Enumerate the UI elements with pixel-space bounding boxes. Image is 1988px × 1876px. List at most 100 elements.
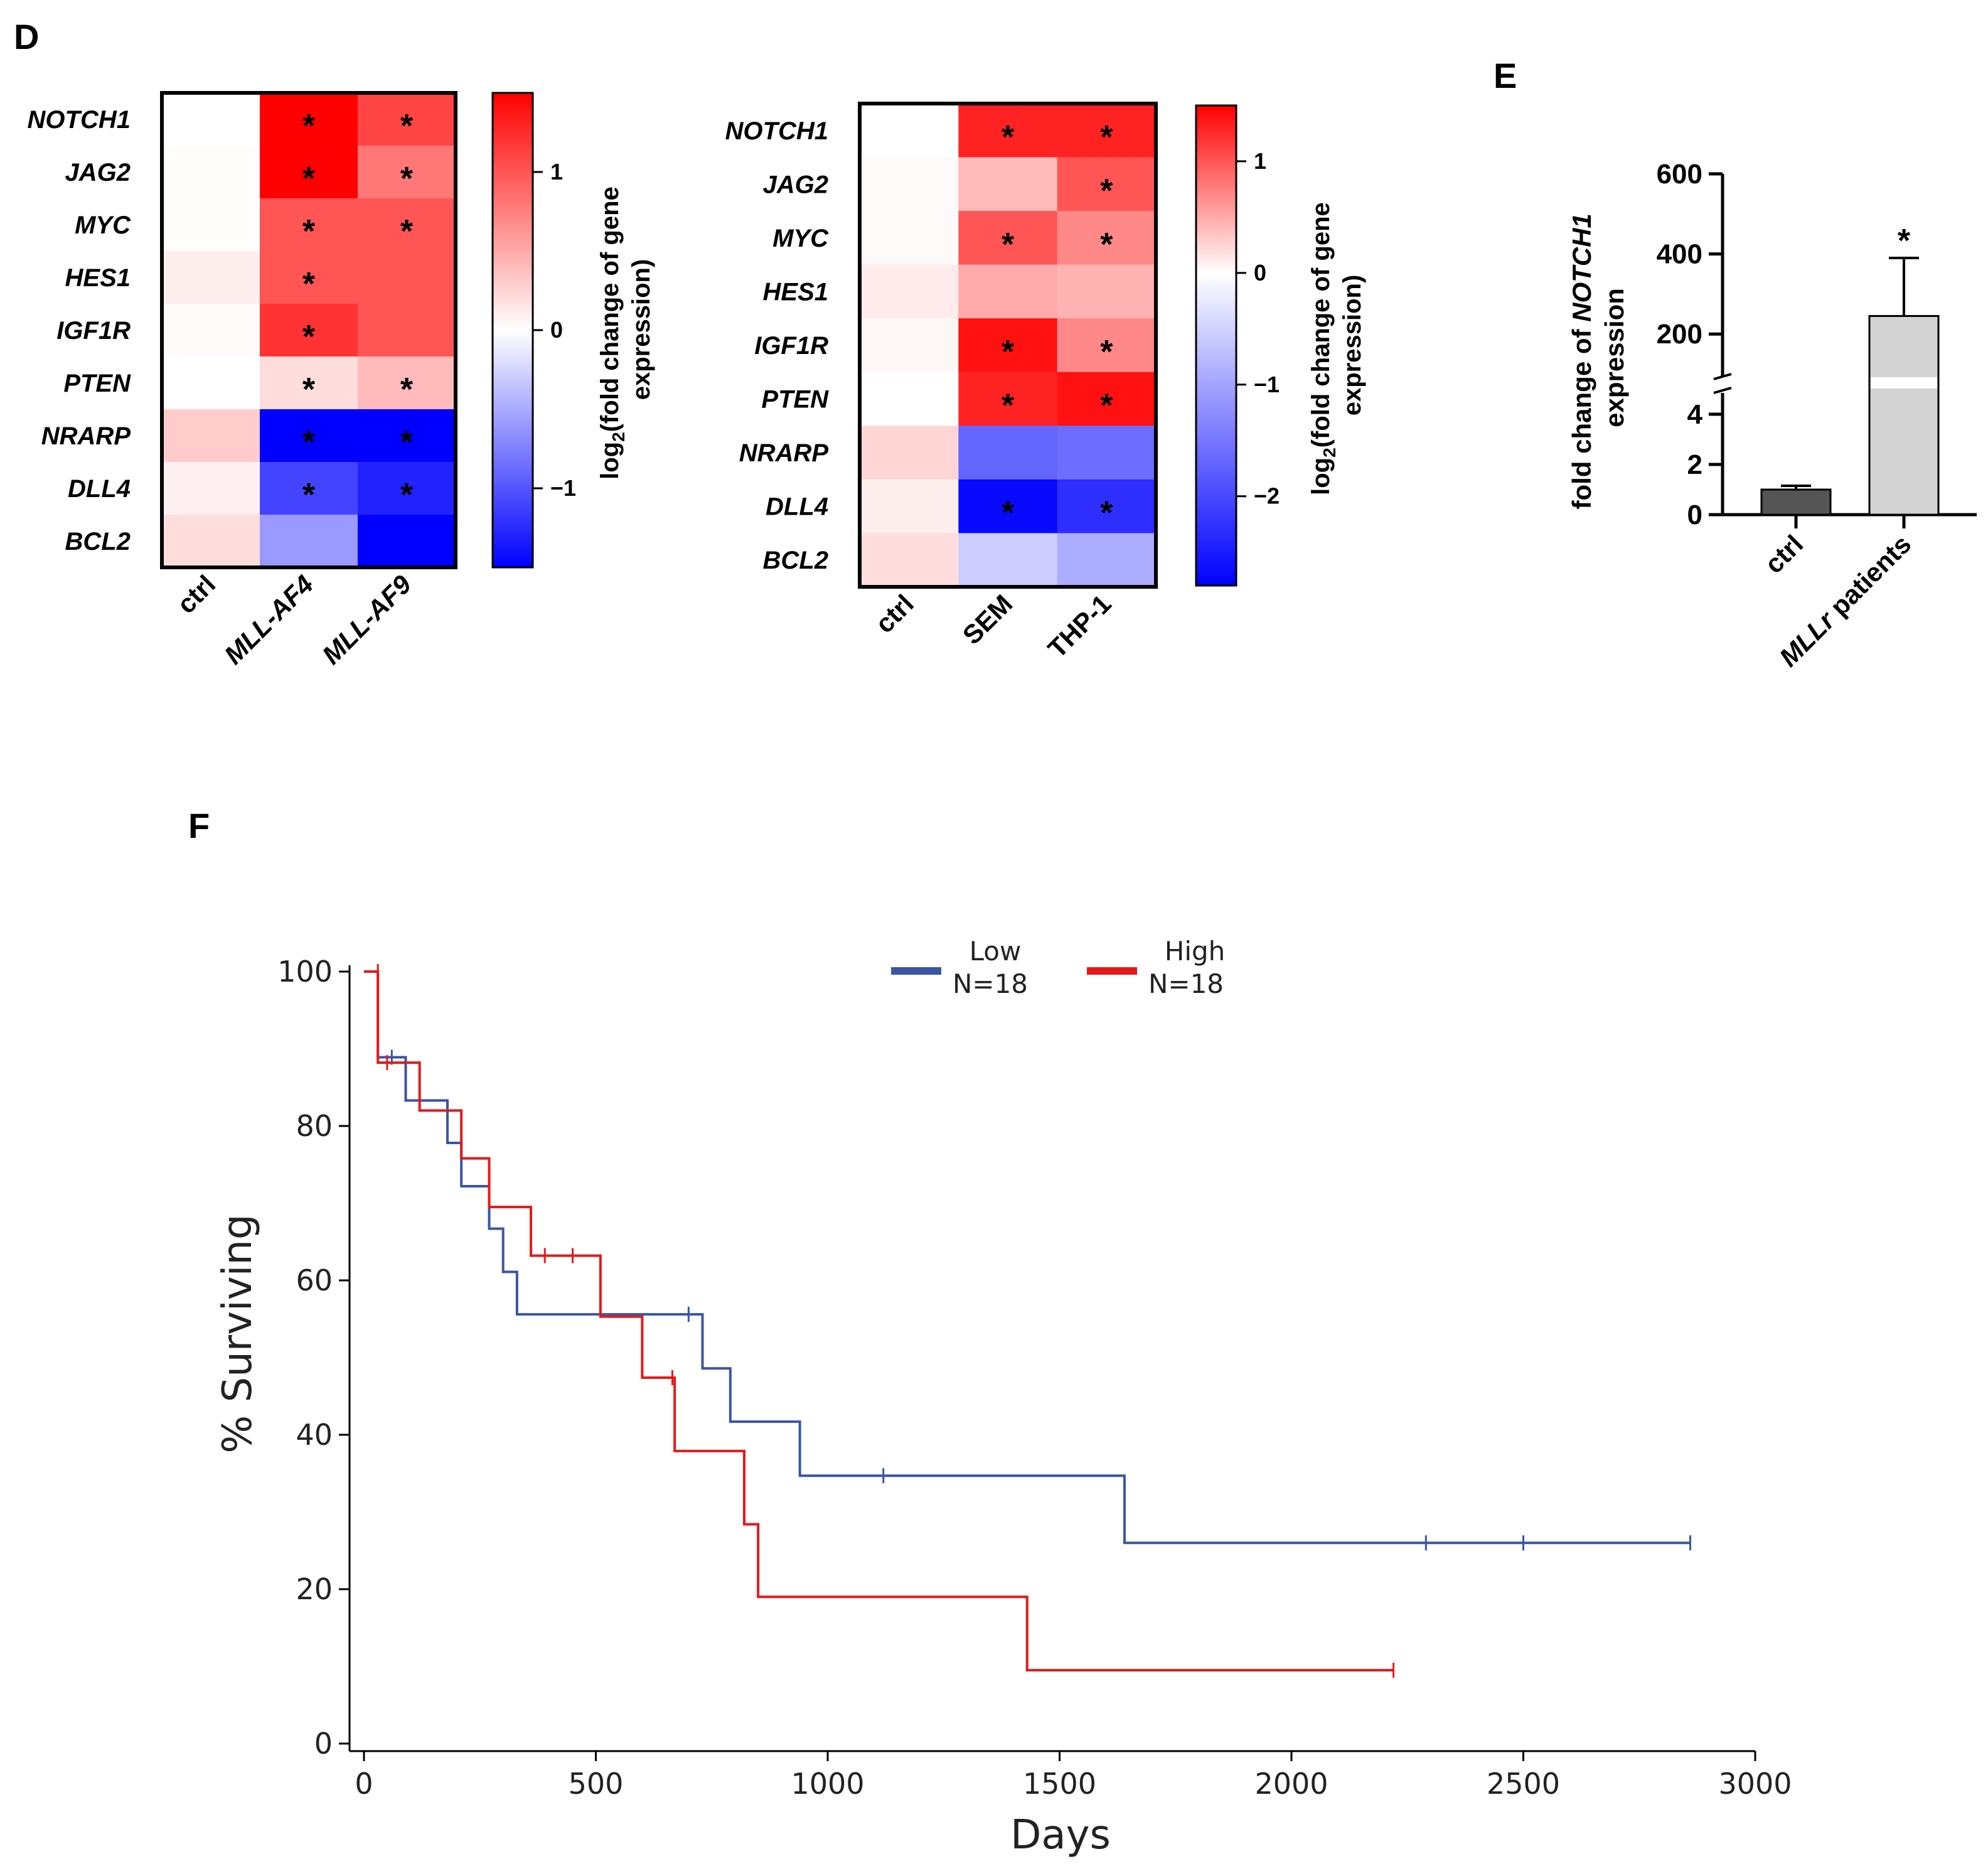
km-x-tick-label: 500: [569, 1767, 624, 1801]
heatmap-cell: [358, 146, 456, 199]
significance-star: *: [400, 372, 414, 408]
row-label: IGF1R: [56, 317, 131, 345]
heatmap-cell: [958, 426, 1058, 480]
survival-xlabel: Days: [1010, 1812, 1111, 1858]
heatmap-cell: [1057, 426, 1157, 480]
significance-star: *: [1002, 119, 1015, 156]
heatmap-cell: [358, 409, 456, 463]
heatmap-cell: [162, 198, 260, 252]
heatmap-2: * * * * * * * * * * * NOTCH1 JAG2 MYC HES1 IGF1R PTEN NR…: [725, 102, 1366, 663]
survival-ylabel: % Surviving: [215, 1214, 261, 1453]
significance-star: *: [400, 477, 414, 513]
colorbar-1-ticks: 1 0 −1: [533, 159, 576, 501]
legend-swatch-high: [1087, 967, 1137, 975]
heatmap-cell: [260, 515, 358, 568]
km-y-tick-label: 0: [314, 1727, 333, 1761]
km-y-tick-label: 100: [277, 955, 333, 989]
significance-star: *: [400, 213, 414, 250]
significance-star: *: [1100, 388, 1113, 424]
y-tick-label: 400: [1657, 239, 1702, 270]
significance-star: *: [302, 424, 316, 461]
significance-star: *: [1100, 227, 1113, 263]
heatmap-cell: [860, 211, 959, 265]
colorbar-1-label: log2(fold change of gene expression): [596, 180, 655, 480]
row-label: NRARP: [739, 439, 829, 467]
colorbar-tick-label: 0: [1254, 260, 1266, 286]
row-label: MYC: [75, 212, 131, 239]
category-label-text: patients: [1819, 529, 1916, 626]
heatmap-cell: [860, 372, 959, 426]
heatmap-2-cells: * * * * * * * * * * *: [860, 104, 1157, 587]
colorbar-tick-label: −1: [550, 475, 576, 501]
legend-high-n: N=18: [1148, 968, 1224, 999]
km-x-tick-label: 1000: [791, 1767, 864, 1801]
heatmap-cell: [162, 409, 260, 463]
colorbar-1: [491, 92, 534, 569]
survival-chart-f-lines: [364, 964, 1692, 1678]
category-label-text: ctrl: [1759, 529, 1809, 579]
significance-star: *: [1100, 334, 1113, 370]
heatmap-1: * * * * * * * * * * * * * * NOTCH1 JAG2 MYC HES1 IGF1R PTE…: [28, 91, 655, 670]
row-label: DLL4: [68, 475, 131, 503]
colorbar-tick-label: 1: [550, 159, 563, 185]
heatmap-cell: [162, 356, 260, 410]
heatmap-cell: [958, 372, 1058, 426]
significance-star: *: [400, 161, 414, 197]
km-y-tick-label: 20: [296, 1572, 333, 1606]
row-label: PTEN: [63, 370, 131, 397]
km-x-tick-label: 0: [355, 1767, 373, 1801]
significance-star: *: [302, 213, 316, 250]
column-label: MLL-AF9: [316, 569, 417, 670]
heatmap-cell: [260, 251, 358, 304]
bar-break-band: [1871, 377, 1937, 389]
heatmap-cell: [860, 104, 959, 158]
heatmap-cell: [1057, 479, 1157, 533]
heatmap-2-frame: [858, 102, 1158, 589]
heatmap-cell: [860, 318, 959, 373]
y-tick-label: 200: [1657, 319, 1702, 350]
row-label: IGF1R: [754, 332, 828, 360]
bar: [1760, 488, 1832, 516]
y-tick-label: 2: [1687, 449, 1702, 480]
heatmap-cell: [260, 356, 358, 410]
km-x-tick-label: 3000: [1718, 1767, 1792, 1801]
survival-legend: Low N=18 High N=18: [891, 936, 1225, 999]
colorbar-2: [1195, 104, 1237, 587]
legend-swatch-low: [891, 967, 941, 975]
column-label: ctrl: [870, 589, 919, 638]
significance-star: *: [400, 108, 414, 144]
row-label: HES1: [65, 264, 131, 292]
column-label: MLL-AF4: [218, 569, 319, 670]
row-label: NOTCH1: [28, 106, 131, 134]
significance-star: *: [302, 161, 316, 197]
heatmap-cell: [860, 157, 959, 212]
y-tick-label: 4: [1687, 399, 1703, 430]
colorbar-tick-label: 0: [550, 317, 563, 343]
heatmap-cell: [1057, 157, 1157, 212]
heatmap-cell: [260, 304, 358, 357]
colorbar-2-label: log2(fold change of gene expression): [1307, 195, 1366, 495]
colorbar-tick-label: −1: [1254, 372, 1280, 397]
significance-star: *: [302, 477, 316, 513]
heatmap-cell: [358, 198, 456, 252]
heatmap-cell: [260, 462, 358, 515]
row-label: MYC: [772, 225, 829, 252]
row-label: BCL2: [763, 547, 828, 574]
row-label: JAG2: [65, 159, 131, 186]
heatmap-cell: [860, 264, 959, 319]
bar-chart-e-bars: *: [1760, 223, 1940, 516]
row-label: BCL2: [65, 528, 131, 555]
heatmap-cell: [958, 479, 1058, 533]
y-tick-label: 600: [1657, 159, 1702, 190]
axis-break-mark: [1713, 387, 1732, 394]
heatmap-cell: [1057, 372, 1157, 426]
heatmap-cell: [958, 533, 1058, 587]
heatmap-cell: [860, 426, 959, 480]
row-label: HES1: [763, 278, 829, 306]
significance-star: *: [1898, 223, 1911, 259]
significance-star: *: [1002, 334, 1015, 370]
column-label: SEM: [957, 589, 1018, 650]
significance-star: *: [302, 108, 316, 144]
significance-star: *: [1002, 227, 1015, 263]
